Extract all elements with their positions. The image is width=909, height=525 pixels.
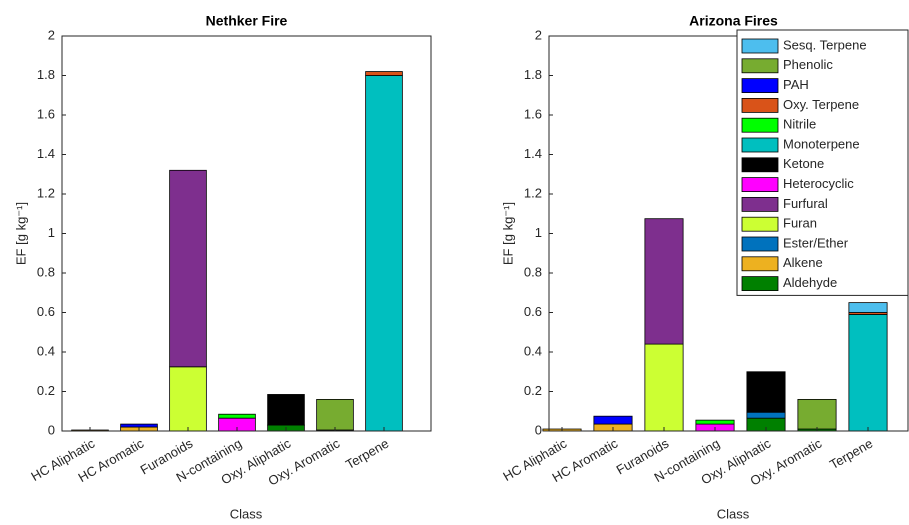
y-axis-label: EF [g kg⁻¹] bbox=[500, 202, 515, 265]
legend-label: Furan bbox=[783, 216, 817, 231]
legend-swatch bbox=[741, 276, 779, 292]
legend-swatch bbox=[741, 236, 779, 252]
legend: Sesq. Terpene Phenolic PAH Oxy. Terpene Nitr… bbox=[736, 29, 909, 296]
bar-segment bbox=[169, 169, 207, 368]
legend-swatch bbox=[741, 38, 779, 54]
bar-segment bbox=[848, 314, 888, 432]
x-tick-label: Terpene bbox=[343, 436, 391, 472]
legend-swatch bbox=[741, 216, 779, 232]
bar-segment bbox=[797, 398, 837, 430]
y-tick-label: 0.4 bbox=[524, 343, 542, 358]
y-tick-label: 0.4 bbox=[37, 343, 55, 358]
legend-swatch bbox=[741, 177, 779, 193]
y-tick-label: 0.2 bbox=[524, 383, 542, 398]
bar-segment bbox=[169, 366, 207, 432]
legend-swatch bbox=[741, 256, 779, 272]
y-tick-label: 1 bbox=[48, 225, 55, 240]
legend-label: Ester/Ether bbox=[783, 235, 849, 250]
y-tick-label: 1.4 bbox=[524, 146, 542, 161]
y-tick-label: 0.6 bbox=[524, 304, 542, 319]
legend-label: PAH bbox=[783, 77, 809, 92]
legend-label: Heterocyclic bbox=[783, 176, 854, 191]
x-tick-label: Terpene bbox=[827, 436, 875, 472]
y-axis-label: EF [g kg⁻¹] bbox=[13, 202, 28, 265]
y-tick-label: 2 bbox=[535, 27, 542, 42]
y-tick-label: 1.8 bbox=[37, 67, 55, 82]
legend-label: Furfural bbox=[783, 196, 828, 211]
y-tick-label: 0 bbox=[48, 422, 55, 437]
legend-swatch bbox=[741, 58, 779, 74]
y-tick-label: 0.2 bbox=[37, 383, 55, 398]
y-tick-label: 0.8 bbox=[524, 264, 542, 279]
bar-segment bbox=[695, 419, 735, 425]
legend-swatch bbox=[741, 157, 779, 173]
legend-label: Oxy. Terpene bbox=[783, 97, 859, 112]
y-tick-label: 1 bbox=[535, 225, 542, 240]
x-axis-label: Class bbox=[717, 506, 750, 521]
bar-segment bbox=[848, 302, 888, 313]
bar-segment bbox=[267, 394, 305, 426]
bar-segment bbox=[746, 411, 786, 419]
legend-swatch bbox=[741, 78, 779, 93]
y-tick-label: 1.2 bbox=[37, 185, 55, 200]
bar-segment bbox=[746, 371, 786, 413]
legend-label: Aldehyde bbox=[783, 275, 837, 290]
y-tick-label: 1.4 bbox=[37, 146, 55, 161]
bar-segment bbox=[593, 415, 633, 425]
bar-segment bbox=[316, 398, 354, 431]
y-tick-label: 1.8 bbox=[524, 67, 542, 82]
y-tick-label: 1.6 bbox=[37, 106, 55, 121]
legend-swatch bbox=[741, 137, 779, 153]
y-tick-label: 2 bbox=[48, 27, 55, 42]
bar-segment bbox=[644, 343, 684, 432]
legend-label: Ketone bbox=[783, 156, 824, 171]
bar-segment bbox=[365, 71, 403, 76]
y-tick-label: 1.2 bbox=[524, 185, 542, 200]
legend-label: Phenolic bbox=[783, 57, 833, 72]
legend-label: Alkene bbox=[783, 255, 823, 270]
y-tick-label: 0.6 bbox=[37, 304, 55, 319]
chart-title: Arizona Fires bbox=[689, 13, 778, 29]
bar-segment bbox=[218, 413, 256, 419]
bar-segment bbox=[365, 75, 403, 432]
axes-box bbox=[61, 35, 432, 432]
legend-label: Nitrile bbox=[783, 117, 816, 132]
legend-label: Monoterpene bbox=[783, 136, 860, 151]
legend-swatch bbox=[741, 196, 779, 212]
chart-title: Nethker Fire bbox=[206, 13, 288, 29]
bar-segment bbox=[120, 423, 158, 428]
legend-swatch bbox=[741, 98, 779, 113]
y-tick-label: 0.8 bbox=[37, 264, 55, 279]
legend-swatch bbox=[741, 117, 779, 133]
bar-segment bbox=[644, 218, 684, 345]
x-axis-label: Class bbox=[230, 506, 263, 521]
y-tick-label: 0 bbox=[535, 422, 542, 437]
y-tick-label: 1.6 bbox=[524, 106, 542, 121]
legend-label: Sesq. Terpene bbox=[783, 37, 867, 52]
